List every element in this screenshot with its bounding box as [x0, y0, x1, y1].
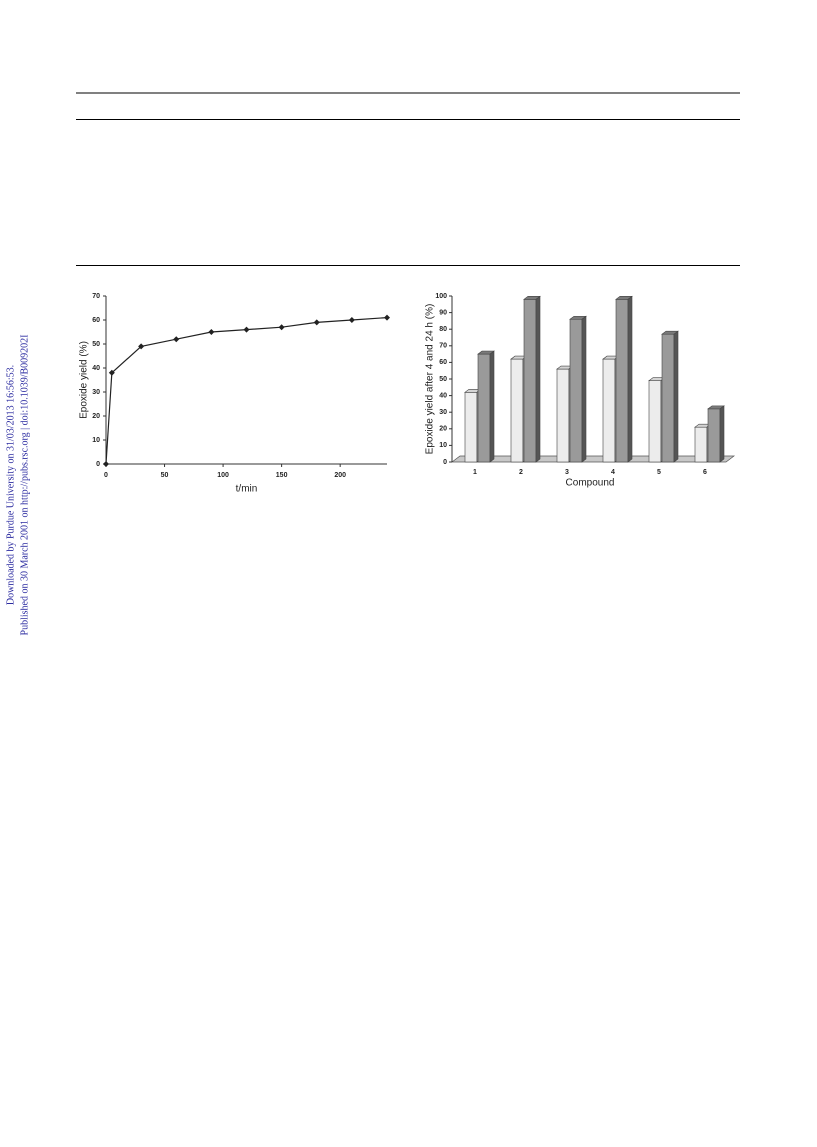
data-point	[173, 336, 180, 343]
y-tick-label: 10	[439, 442, 447, 449]
bar-side	[581, 315, 587, 463]
bar-side	[627, 295, 633, 463]
y-tick-label: 60	[439, 359, 447, 366]
data-point	[138, 343, 145, 350]
bar	[477, 350, 495, 463]
bar-front	[477, 353, 491, 463]
y-axis-label: Epoxide yield (%)	[79, 341, 90, 419]
y-tick-label: 80	[439, 326, 447, 333]
y-tick-label: 70	[92, 293, 100, 300]
y-tick-label: 10	[92, 437, 100, 444]
x-tick-label: 150	[276, 472, 288, 479]
data-point	[208, 329, 215, 335]
y-axis-label: Epoxide yield after 4 and 24 h (%)	[425, 304, 436, 455]
bar-front	[707, 408, 721, 463]
bar	[707, 405, 725, 463]
bar	[523, 295, 541, 463]
x-tick-label: 5	[657, 469, 661, 476]
x-axis-label: Compound	[566, 478, 615, 489]
bar-front	[661, 333, 675, 463]
data-point	[103, 461, 109, 467]
bar-side	[489, 350, 495, 463]
x-tick-label: 0	[104, 472, 108, 479]
x-tick-label: 2	[519, 469, 523, 476]
y-tick-label: 50	[439, 376, 447, 383]
bar-front	[648, 380, 662, 463]
y-tick-label: 30	[439, 409, 447, 416]
bar-front	[464, 391, 478, 463]
y-tick-label: 60	[92, 317, 100, 324]
bar-front	[569, 318, 583, 463]
y-tick-label: 20	[439, 426, 447, 433]
y-tick-label: 0	[96, 461, 100, 468]
bar-front	[510, 358, 524, 463]
y-tick-label: 100	[435, 293, 447, 300]
bar	[615, 295, 633, 463]
x-tick-label: 4	[611, 469, 615, 476]
x-tick-label: 6	[703, 469, 707, 476]
data-point	[313, 319, 320, 326]
y-tick-label: 90	[439, 309, 447, 316]
data-point	[348, 317, 355, 323]
bar-side	[673, 330, 679, 463]
x-tick-label: 3	[565, 469, 569, 476]
data-point	[278, 324, 285, 331]
download-note: Downloaded by Purdue University on 31/03…	[5, 365, 16, 605]
y-tick-label: 40	[92, 365, 100, 372]
publish-note: Published on 30 March 2001 on http://pub…	[19, 335, 30, 636]
y-tick-label: 20	[92, 413, 100, 420]
bar	[661, 330, 679, 463]
y-tick-label: 30	[92, 389, 100, 396]
bar-front	[556, 368, 570, 463]
data-point	[243, 326, 250, 333]
y-tick-label: 40	[439, 392, 447, 399]
bar-front	[523, 299, 537, 463]
bar-front	[615, 299, 629, 463]
bar-side	[719, 405, 725, 463]
data-point	[108, 369, 115, 376]
x-tick-label: 1	[473, 469, 477, 476]
data-line	[105, 317, 388, 465]
bar-front	[694, 426, 708, 463]
y-tick-label: 50	[92, 341, 100, 348]
x-tick-label: 100	[217, 472, 229, 479]
x-tick-label: 50	[161, 472, 169, 479]
bar	[569, 315, 587, 463]
x-tick-label: 200	[334, 472, 346, 479]
bar-side	[535, 295, 541, 463]
bar-front	[602, 358, 616, 463]
x-axis-label: t/min	[236, 484, 258, 495]
y-tick-label: 0	[443, 459, 447, 466]
y-tick-label: 70	[439, 343, 447, 350]
data-point	[384, 314, 390, 321]
